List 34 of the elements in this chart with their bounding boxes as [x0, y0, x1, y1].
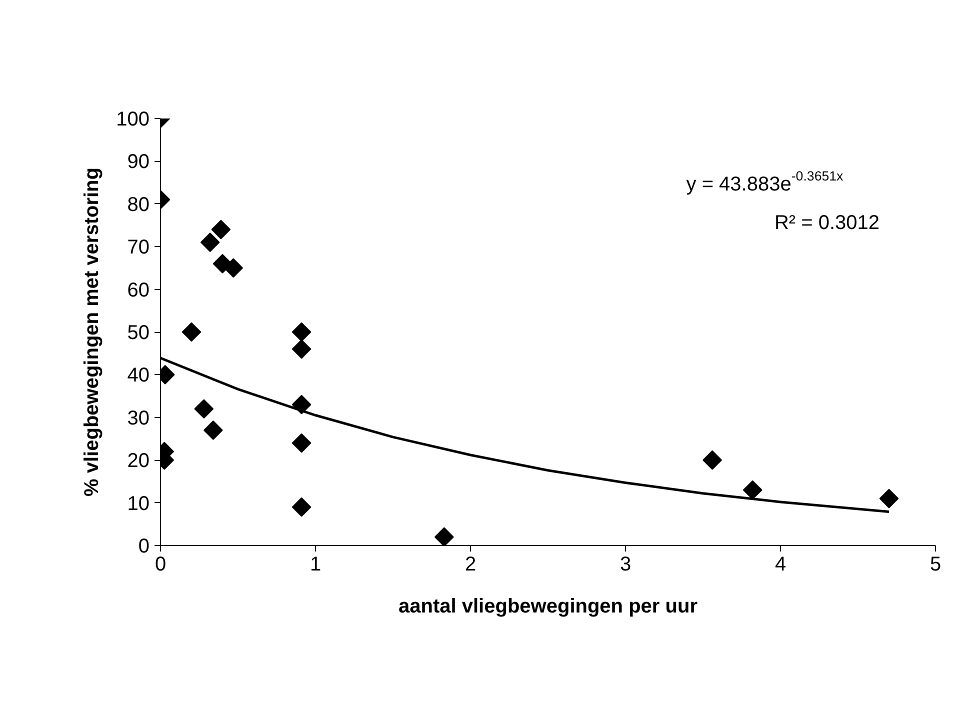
- point: [292, 497, 312, 517]
- y-tick-label: 70: [127, 236, 150, 259]
- y-axis-title: % vliegbewegingen met verstoring: [81, 168, 104, 496]
- point: [292, 339, 312, 359]
- y-tick-label: 0: [138, 536, 150, 558]
- y-tick-label: 50: [127, 322, 150, 344]
- point: [434, 527, 454, 546]
- x-tick-label: 0: [154, 554, 166, 576]
- y-tick-label: 80: [127, 194, 150, 216]
- x-tick-label: 5: [930, 554, 942, 576]
- point: [292, 322, 312, 342]
- y-tick-label: 60: [127, 279, 150, 302]
- point: [742, 480, 762, 500]
- point: [182, 322, 202, 342]
- y-tick-label: 30: [127, 407, 150, 430]
- point: [879, 488, 899, 508]
- y-tick-label: 10: [127, 492, 150, 515]
- x-axis-title: aantal vliegbewegingen per uur: [398, 596, 698, 618]
- y-tick-label: 90: [127, 151, 150, 174]
- point: [211, 220, 231, 240]
- point: [292, 433, 312, 453]
- point: [200, 232, 220, 252]
- y-tick-label: 100: [116, 108, 150, 130]
- x-tick-label: 1: [310, 554, 322, 576]
- annotation: R² = 0.3012: [774, 212, 880, 234]
- point: [702, 450, 722, 470]
- point: [204, 420, 223, 440]
- x-tick-label: 2: [464, 554, 476, 576]
- y-tick-label: 20: [127, 450, 150, 472]
- point: [194, 399, 214, 419]
- x-tick-label: 3: [620, 554, 632, 576]
- x-tick-label: 4: [774, 554, 786, 576]
- point: [224, 258, 244, 278]
- y-tick-label: 40: [127, 364, 150, 387]
